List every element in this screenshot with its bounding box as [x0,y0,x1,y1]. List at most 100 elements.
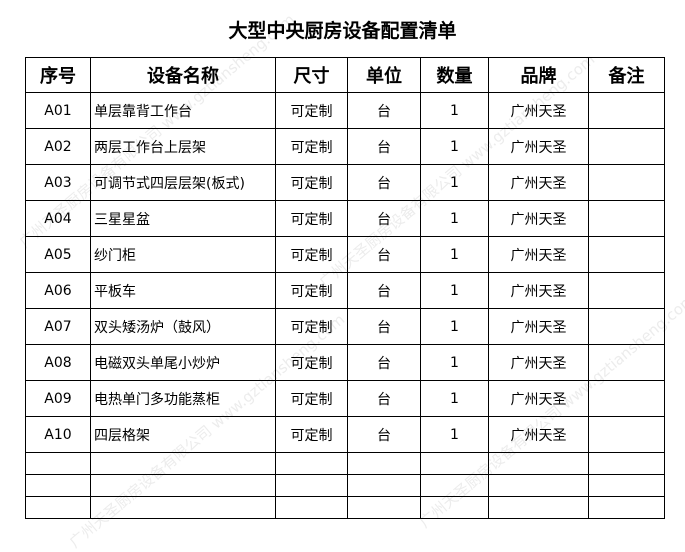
empty-row [25,474,665,497]
cell-id: A03 [25,164,91,201]
cell-note [588,200,665,237]
cell-qty: 1 [420,344,489,381]
cell-id: A02 [25,128,91,165]
cell-size: 可定制 [275,308,348,345]
cell-qty: 1 [420,200,489,237]
cell-unit: 台 [347,344,421,381]
cell-size: 可定制 [275,272,348,309]
empty-row [25,496,665,519]
empty-cell [347,496,421,519]
table-row: A10 四层格架 可定制台 1 广州天圣 [25,416,665,453]
cell-unit: 台 [347,92,421,129]
cell-size: 可定制 [275,416,348,453]
empty-cell [588,496,665,519]
header-qty: 数量 [420,57,489,93]
header-unit: 单位 [347,57,421,93]
cell-qty: 1 [420,380,489,417]
cell-qty: 1 [420,164,489,201]
table-row: A02 两层工作台上层架 可定制台 1 广州天圣 [25,128,665,165]
cell-note [588,344,665,381]
header-id: 序号 [25,57,91,93]
cell-qty: 1 [420,236,489,273]
cell-id: A10 [25,416,91,453]
cell-note [588,164,665,201]
cell-brand: 广州天圣 [488,272,589,309]
cell-brand: 广州天圣 [488,344,589,381]
empty-cell [488,496,589,519]
cell-size: 可定制 [275,344,348,381]
empty-cell [275,474,348,497]
cell-name: 平板车 [90,272,276,309]
cell-unit: 台 [347,200,421,237]
cell-name: 双头矮汤炉（鼓风） [90,308,276,345]
cell-brand: 广州天圣 [488,236,589,273]
cell-brand: 广州天圣 [488,416,589,453]
cell-id: A08 [25,344,91,381]
empty-cell [488,452,589,475]
empty-cell [420,474,489,497]
empty-cell [90,474,276,497]
cell-unit: 台 [347,128,421,165]
table-row: A04 三星星盆 可定制台 1 广州天圣 [25,200,665,237]
cell-brand: 广州天圣 [488,92,589,129]
cell-brand: 广州天圣 [488,380,589,417]
cell-note [588,308,665,345]
cell-name: 两层工作台上层架 [90,128,276,165]
empty-cell [25,496,91,519]
cell-note [588,92,665,129]
empty-cell [588,474,665,497]
table-row: A05 纱门柜 可定制台 1 广州天圣 [25,236,665,273]
equipment-table: 序号 设备名称 尺寸 单位 数量 品牌 备注 A01 单层靠背工作台 可定制台 1 广州… [25,57,665,519]
cell-size: 可定制 [275,200,348,237]
cell-name: 单层靠背工作台 [90,92,276,129]
cell-unit: 台 [347,164,421,201]
cell-note [588,236,665,273]
empty-cell [347,474,421,497]
cell-size: 可定制 [275,164,348,201]
cell-qty: 1 [420,308,489,345]
empty-cell [488,474,589,497]
empty-cell [347,452,421,475]
header-row: 序号 设备名称 尺寸 单位 数量 品牌 备注 [25,57,665,93]
cell-unit: 台 [347,380,421,417]
header-note: 备注 [588,57,665,93]
cell-id: A05 [25,236,91,273]
cell-note [588,272,665,309]
empty-cell [90,496,276,519]
empty-cell [25,452,91,475]
cell-size: 可定制 [275,236,348,273]
table-row: A03 可调节式四层层架(板式) 可定制台 1 广州天圣 [25,164,665,201]
page-title: 大型中央厨房设备配置清单 [228,20,457,42]
cell-id: A01 [25,92,91,129]
cell-note [588,416,665,453]
empty-cell [420,496,489,519]
cell-name: 可调节式四层层架(板式) [90,164,276,201]
cell-name: 三星星盆 [90,200,276,237]
cell-id: A04 [25,200,91,237]
empty-cell [420,452,489,475]
table-row: A01 单层靠背工作台 可定制台 1 广州天圣 [25,92,665,129]
empty-cell [90,452,276,475]
table-row: A06 平板车 可定制台 1 广州天圣 [25,272,665,309]
cell-unit: 台 [347,236,421,273]
cell-qty: 1 [420,92,489,129]
cell-size: 可定制 [275,380,348,417]
empty-row [25,452,665,475]
cell-brand: 广州天圣 [488,200,589,237]
table-row: A07 双头矮汤炉（鼓风） 可定制台 1 广州天圣 [25,308,665,345]
cell-name: 电磁双头单尾小炒炉 [90,344,276,381]
cell-qty: 1 [420,128,489,165]
cell-name: 纱门柜 [90,236,276,273]
cell-size: 可定制 [275,92,348,129]
header-brand: 品牌 [488,57,589,93]
header-size: 尺寸 [275,57,348,93]
header-name: 设备名称 [90,57,276,93]
cell-unit: 台 [347,272,421,309]
cell-note [588,380,665,417]
cell-name: 电热单门多功能蒸柜 [90,380,276,417]
cell-brand: 广州天圣 [488,308,589,345]
empty-cell [275,452,348,475]
empty-cell [25,474,91,497]
empty-cell [588,452,665,475]
cell-qty: 1 [420,416,489,453]
